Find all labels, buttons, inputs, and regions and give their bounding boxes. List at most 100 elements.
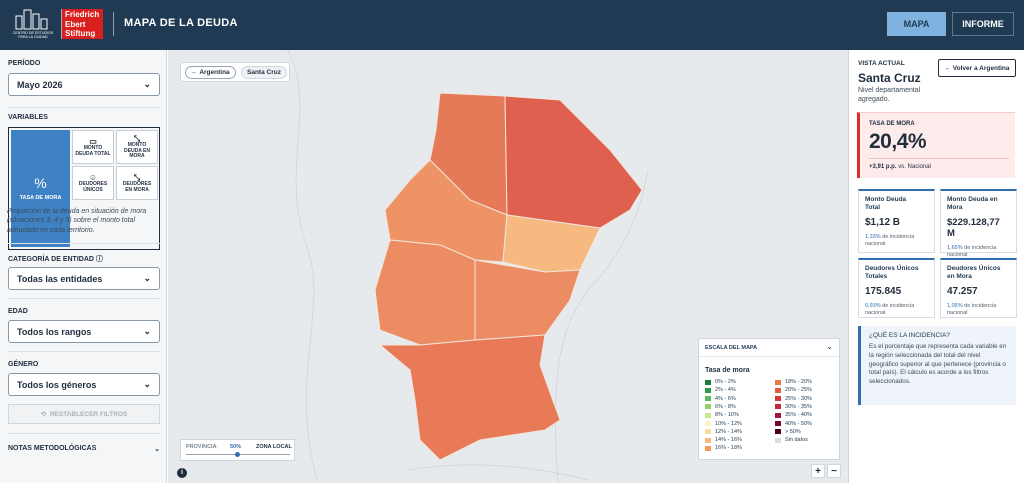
legend-item: 2% - 4% <box>705 387 736 393</box>
tile-icon: % <box>34 175 47 192</box>
legend-label: 2% - 4% <box>715 387 736 394</box>
logo-icon <box>15 9 48 30</box>
legend-item: 6% - 8% <box>705 404 736 410</box>
legend-swatch <box>775 396 781 402</box>
card-title: Deudores Únicos Totales <box>865 265 919 280</box>
variable-tile[interactable]: ⤡ DEUDORES EN MORA <box>116 166 158 200</box>
legend-label: 18% - 20% <box>785 379 812 385</box>
zoom-level-slider[interactable]: PROVINCIA 50% ZONA LOCAL <box>180 439 295 461</box>
legend-item: 16% - 18% <box>705 445 742 451</box>
card-pct: 1,65% <box>947 244 963 251</box>
entity-select[interactable]: Todas las entidades ⌄ <box>8 267 160 290</box>
legend-item: Sin datos <box>775 437 808 443</box>
detail-panel: VISTA ACTUAL Santa Cruz Nivel departamen… <box>848 50 1024 483</box>
label-text: CATEGORÍA DE ENTIDAD <box>8 256 94 263</box>
zoom-out[interactable]: − <box>827 464 841 478</box>
divider <box>113 12 114 36</box>
legend-label: 0% - 2% <box>715 379 736 385</box>
legend-title: ESCALA DEL MAPA <box>705 345 758 351</box>
legend-toggle[interactable]: ⌄ <box>826 342 833 351</box>
back-button[interactable]: ← Volver a Argentina <box>938 59 1016 77</box>
card-value: $1,12 B <box>865 216 901 228</box>
legend-label: 40% - 50% <box>785 420 812 427</box>
indicator-delta: +3,91 p.p. vs. Nacional <box>869 164 931 170</box>
variable-tile[interactable]: ▭ MONTO DEUDA TOTAL <box>72 130 114 164</box>
tile-label: DEUDORES ÚNICOS <box>78 180 108 193</box>
card-title: Monto Deuda en Mora <box>947 196 998 211</box>
incidence-info: ¿QUÉ ES LA INCIDENCIA? Es el porcentaje … <box>858 326 1016 405</box>
slider-thumb[interactable] <box>235 452 240 457</box>
nav-report[interactable]: INFORME <box>952 12 1014 36</box>
gender-select[interactable]: Todos los géneros ⌄ <box>8 373 160 396</box>
stat-card: Deudores Únicos en Mora 47.257 1,05% de in… <box>940 258 1017 318</box>
divider <box>61 9 62 39</box>
tile-label: MONTO DEUDA EN MORA <box>124 141 150 160</box>
label: CATEGORÍA DE ENTIDAD ⓘ <box>8 256 103 263</box>
tile-label: DEUDORES EN MORA <box>122 180 152 193</box>
background-lines <box>287 50 649 483</box>
label: PERÍODO <box>8 60 41 67</box>
legend-swatch <box>705 445 711 451</box>
brand-line: Ebert <box>65 19 86 29</box>
legend-item: 4% - 6% <box>705 396 736 402</box>
stat-card: Monto Deuda en Mora $229.128,77 M 1,65% de… <box>940 189 1017 258</box>
variable-tile-active[interactable]: % TASA DE MORA <box>11 130 70 247</box>
stat-card: Deudores Únicos Totales 175.845 0,93% de i… <box>858 258 935 318</box>
card-pct: 1,05% <box>947 302 963 309</box>
app-title: MAPA DE LA DEUDA <box>124 17 238 29</box>
indicator-label: TASA DE MORA <box>869 121 915 127</box>
legend-item: 8% - 10% <box>705 412 739 418</box>
main-indicator: TASA DE MORA 20,4% +3,91 p.p. vs. Nacion… <box>857 112 1015 178</box>
select-value: Todos los géneros <box>17 379 97 390</box>
legend-item: 18% - 20% <box>775 379 812 385</box>
select-value: Mayo 2026 <box>17 79 63 90</box>
nav-map[interactable]: MAPA <box>887 12 946 36</box>
age-select[interactable]: Todos los rangos ⌄ <box>8 320 160 343</box>
legend-label: > 50% <box>785 428 801 435</box>
variable-tile[interactable]: ☺ DEUDORES ÚNICOS <box>72 166 114 200</box>
legend-item: 40% - 50% <box>775 421 812 427</box>
card-note: 1,33% de incidencia nacional <box>865 234 928 248</box>
zoom-in[interactable]: + <box>811 464 825 478</box>
select-value: Todas las entidades <box>17 273 103 284</box>
map <box>287 50 649 483</box>
breadcrumb-current: Santa Cruz <box>241 66 287 79</box>
legend-swatch <box>705 404 711 410</box>
card-title: Deudores Únicos en Mora <box>947 265 1001 280</box>
legend-subtitle: Tasa de mora <box>705 367 750 374</box>
legend-item: 14% - 16% <box>705 437 742 443</box>
department <box>474 259 581 341</box>
separator <box>8 298 160 299</box>
variable-description: Proporción de la deuda en situación de m… <box>7 208 147 234</box>
legend-label: 14% - 16% <box>715 437 742 444</box>
card-note: 0,93% de incidencia nacional <box>865 303 928 317</box>
stat-card: Monto Deuda Total $1,12 B 1,33% de inciden… <box>858 189 935 253</box>
legend-swatch <box>705 387 711 393</box>
reset-button[interactable]: ⟲ RESTABLECER FILTROS <box>8 404 160 424</box>
tile-label: TASA DE MORA <box>19 195 62 202</box>
legend-swatch <box>775 437 781 443</box>
legend-item: 10% - 12% <box>705 421 742 427</box>
select-value: Todos los rangos <box>17 326 92 337</box>
legend-swatch <box>775 429 781 435</box>
departments <box>374 92 643 461</box>
legend-swatch <box>705 412 711 418</box>
card-note: 1,05% de incidencia nacional <box>947 303 1010 317</box>
variable-tile[interactable]: ⤡ MONTO DEUDA EN MORA <box>116 130 158 164</box>
breadcrumb: ← Argentina Santa Cruz <box>180 62 290 82</box>
department <box>504 95 643 229</box>
card-value: 47.257 <box>947 285 978 297</box>
breadcrumb-root[interactable]: ← Argentina <box>185 66 236 79</box>
legend-label: 25% - 30% <box>785 395 812 402</box>
separator <box>699 356 839 357</box>
legend-swatch <box>775 387 781 393</box>
department <box>374 239 476 346</box>
legend-swatch <box>775 379 781 385</box>
card-note: 1,65% de incidencia nacional <box>947 245 1010 259</box>
info-button[interactable]: i <box>177 468 187 478</box>
card-suffix: de incidencia nacional <box>865 302 915 316</box>
legend-item: 0% - 2% <box>705 379 736 385</box>
separator <box>8 107 160 108</box>
notes-toggle[interactable]: NOTAS METODOLÓGICAS ⌄ <box>8 445 160 453</box>
period-select[interactable]: Mayo 2026 ⌄ <box>8 73 160 96</box>
